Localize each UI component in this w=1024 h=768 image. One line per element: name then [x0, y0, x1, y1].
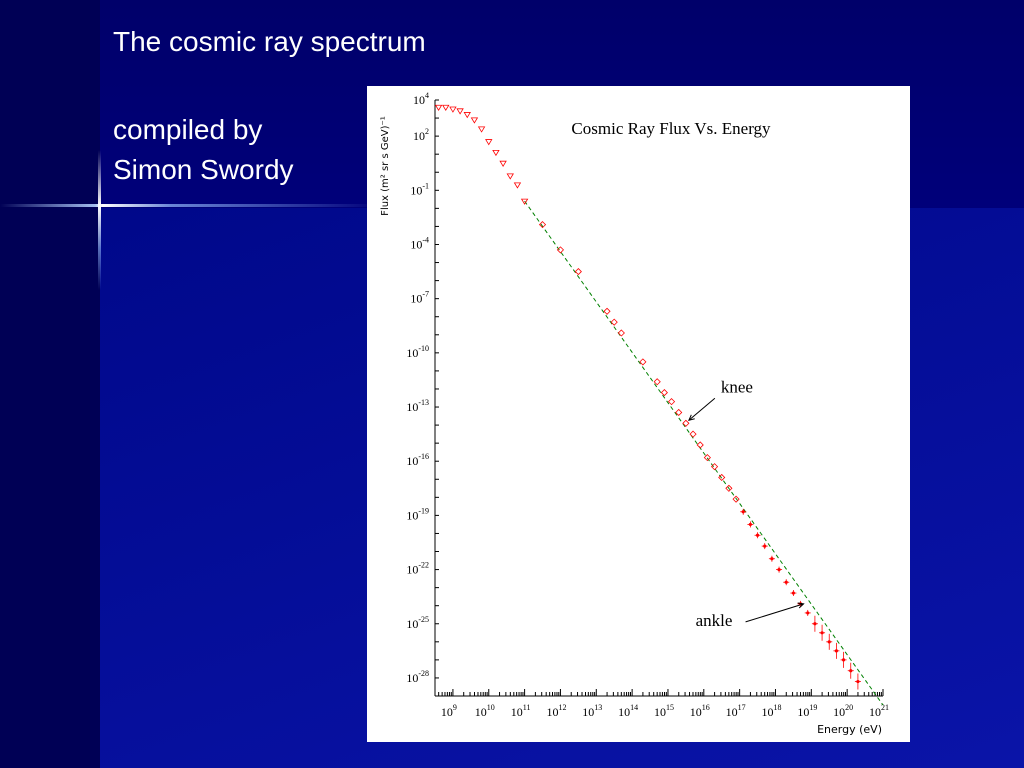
data-point	[710, 463, 719, 471]
data-point	[776, 566, 783, 573]
subtitle-line-1: compiled by	[113, 114, 263, 145]
x-tick-label: 1011	[511, 703, 531, 719]
data-point	[477, 126, 486, 133]
data-point	[660, 389, 668, 397]
x-tick-label: 1015	[654, 703, 674, 719]
data-point	[696, 441, 704, 449]
x-tick-label: 1012	[546, 703, 566, 719]
data-point	[768, 555, 775, 562]
data-point	[819, 624, 826, 641]
annotation-ankle: ankle	[696, 602, 805, 630]
data-point	[574, 268, 582, 276]
x-tick-label: 1013	[582, 703, 602, 719]
data-point	[513, 182, 522, 189]
data-point	[456, 108, 464, 115]
data-point	[689, 430, 697, 438]
y-tick-label: 10-10	[406, 344, 429, 360]
y-axis: 104 102 10-1 10-4 10-7 10-10 10-13 10-16 10-19 10…	[406, 91, 439, 697]
vertical-glow-line	[98, 150, 101, 290]
y-axis-label: Flux (m² sr s GeV)⁻¹	[380, 116, 391, 216]
y-tick-label: 10-7	[410, 290, 429, 306]
x-tick-label: 1018	[761, 703, 781, 719]
data-point	[617, 329, 625, 337]
x-tick-label: 1014	[618, 703, 638, 719]
x-tick-label: 1019	[797, 703, 817, 719]
horizontal-glow-line	[0, 204, 380, 207]
data-point	[675, 408, 683, 417]
data-point	[811, 615, 818, 632]
y-tick-label: 10-25	[406, 615, 429, 631]
data-point	[833, 642, 840, 659]
data-point	[740, 508, 747, 515]
data-point	[603, 307, 611, 315]
slide-subtitle: compiled by Simon Swordy	[113, 110, 294, 190]
y-tick-label: 10-22	[406, 561, 429, 577]
data-point	[610, 318, 618, 326]
data-point	[463, 112, 471, 119]
data-point	[492, 149, 500, 157]
chart-title: Cosmic Ray Flux Vs. Energy	[571, 119, 771, 138]
data-point	[783, 579, 790, 586]
data-point	[434, 104, 443, 112]
data-point	[826, 633, 833, 650]
annotation-arrow	[745, 603, 804, 623]
x-tick-label: 1017	[726, 703, 746, 719]
data-point	[499, 160, 507, 167]
annotations: knee ankle	[688, 377, 805, 630]
x-tick-label: 1010	[475, 703, 495, 719]
data-point	[520, 198, 529, 205]
data-point	[790, 590, 797, 597]
data-point	[442, 104, 450, 112]
annotation-knee: knee	[688, 377, 753, 422]
annotation-arrowhead	[797, 602, 805, 609]
data-point	[854, 673, 861, 690]
data-point	[470, 117, 479, 124]
data-point	[804, 609, 811, 616]
annotation-arrowhead	[688, 414, 695, 422]
y-tick-label: 10-19	[406, 506, 429, 522]
annotation-arrow	[688, 397, 716, 421]
slide-title: The cosmic ray spectrum	[113, 26, 426, 57]
data-point	[506, 173, 514, 180]
left-band	[0, 0, 100, 768]
x-axis-label: Energy (eV)	[817, 723, 882, 736]
x-tick-label: 1016	[690, 703, 710, 719]
x-axis: 109 1010 1011 1012 1013 1014 1015 1016 1017 1018 1…	[435, 689, 889, 719]
chart-panel: 104 102 10-1 10-4 10-7 10-10 10-13 10-16 10-19 10…	[367, 86, 910, 742]
data-point	[718, 473, 726, 482]
data-point	[732, 495, 740, 503]
y-tick-label: 10-4	[410, 235, 429, 251]
data-point	[725, 484, 733, 492]
y-tick-label: 10-1	[410, 181, 429, 197]
data-point	[682, 419, 690, 427]
data-point	[747, 521, 754, 528]
data-point	[538, 221, 547, 229]
y-tick-label: 10-16	[406, 452, 429, 468]
data-point	[485, 139, 493, 146]
data-point	[667, 398, 676, 406]
x-tick-label: 1020	[833, 703, 853, 719]
y-tick-label: 10-28	[406, 669, 429, 685]
data-point	[840, 651, 847, 668]
data-point	[639, 358, 647, 366]
subtitle-line-2: Simon Swordy	[113, 154, 294, 185]
annotation-label: ankle	[696, 611, 733, 630]
cosmic-ray-chart: 104 102 10-1 10-4 10-7 10-10 10-13 10-16 10-19 10…	[380, 91, 889, 736]
y-tick-label: 102	[413, 127, 429, 143]
x-tick-label: 109	[441, 703, 457, 719]
fit-line	[524, 200, 884, 706]
data-point	[653, 378, 661, 386]
data-point	[703, 454, 711, 462]
y-tick-label: 10-13	[406, 398, 429, 414]
data-point	[449, 106, 457, 113]
data-point	[761, 543, 768, 550]
data-point	[847, 662, 854, 679]
annotation-label: knee	[721, 377, 753, 396]
data-points	[434, 104, 861, 690]
data-point	[754, 532, 761, 539]
y-tick-label: 104	[413, 91, 429, 107]
data-point	[556, 246, 565, 254]
x-tick-label: 1021	[869, 703, 889, 719]
